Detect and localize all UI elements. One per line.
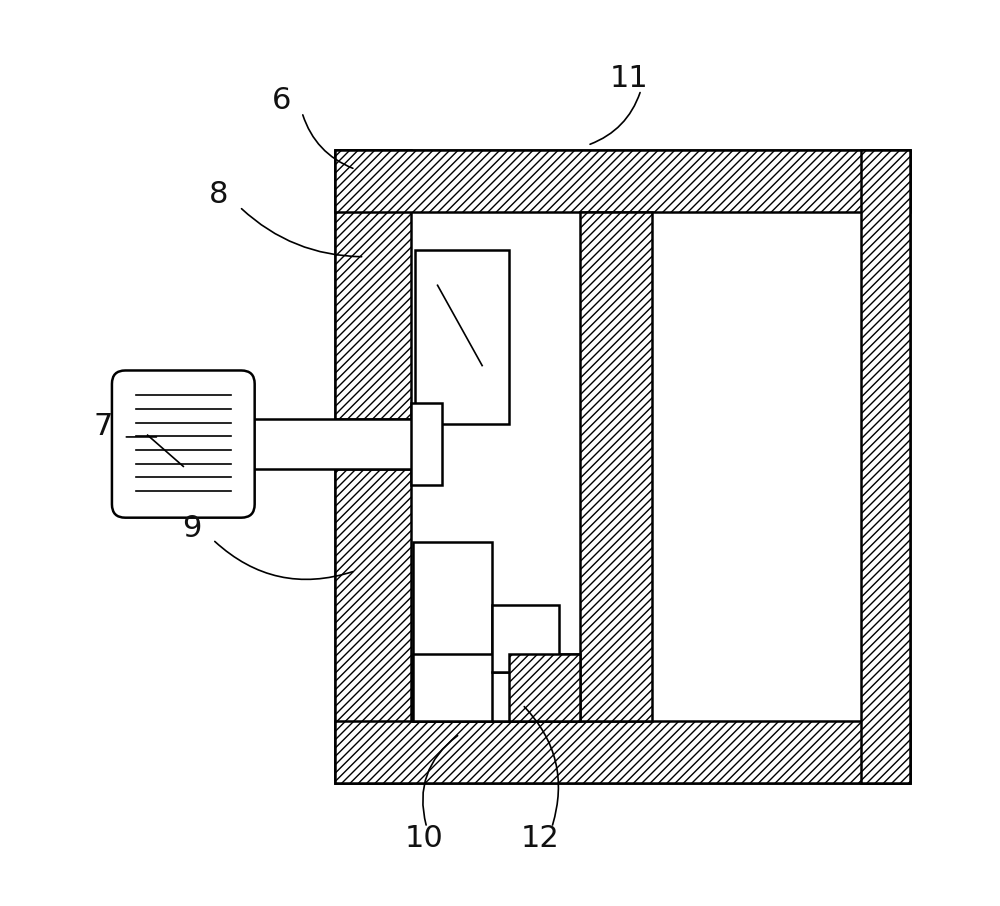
Bar xyxy=(411,403,442,485)
Bar xyxy=(335,419,415,469)
Bar xyxy=(580,212,652,720)
Text: 9: 9 xyxy=(183,515,202,544)
Bar xyxy=(335,149,411,783)
Text: 10: 10 xyxy=(405,824,444,853)
Bar xyxy=(335,149,910,212)
Bar xyxy=(413,654,579,720)
Bar xyxy=(861,149,910,783)
Bar xyxy=(492,604,559,671)
Bar xyxy=(492,671,559,720)
Bar xyxy=(335,720,910,783)
Text: 12: 12 xyxy=(521,824,560,853)
Bar xyxy=(241,419,420,469)
Text: 8: 8 xyxy=(209,179,229,208)
Bar xyxy=(415,249,509,424)
FancyBboxPatch shape xyxy=(112,371,255,517)
Bar xyxy=(413,542,492,720)
Bar xyxy=(509,654,580,720)
Text: 6: 6 xyxy=(272,86,291,115)
Text: 7: 7 xyxy=(93,411,113,440)
Bar xyxy=(335,149,910,783)
Text: 11: 11 xyxy=(610,63,649,92)
